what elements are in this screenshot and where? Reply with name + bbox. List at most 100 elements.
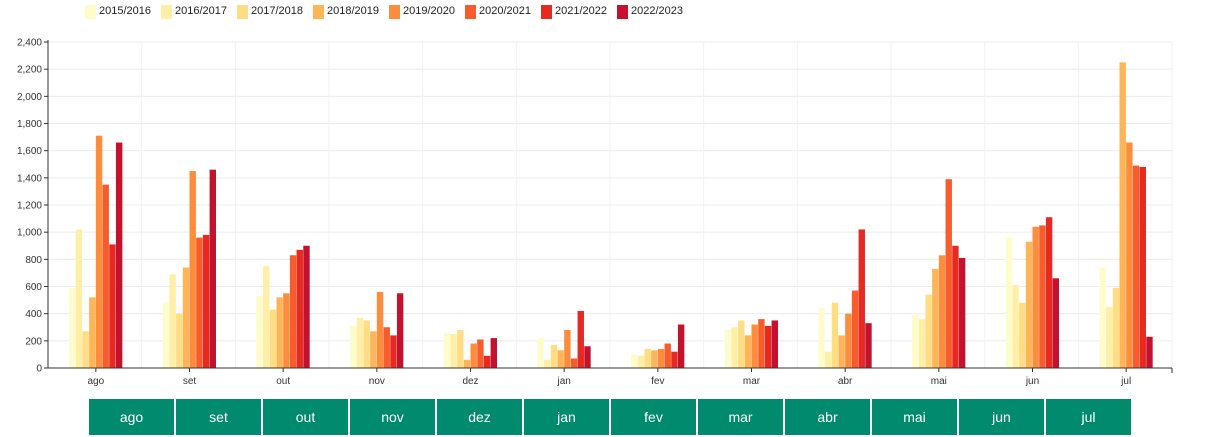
legend-swatch (313, 5, 324, 19)
month-button-out[interactable]: out (263, 399, 348, 435)
y-tick-label: 2,200 (17, 65, 42, 76)
month-button-abr[interactable]: abr (785, 399, 870, 435)
x-tick-label: jun (1025, 376, 1039, 387)
y-tick-label: 1,600 (17, 146, 42, 157)
month-button-fev[interactable]: fev (611, 399, 696, 435)
bar-set-2019-2020 (189, 171, 196, 368)
bar-ago-2019-2020 (95, 135, 103, 368)
bar-out-2016-2017 (263, 266, 270, 368)
month-button-bar: ago set out nov dez jan fev mar abr mai jun jul (89, 399, 1133, 435)
bar-mar-2021-2022 (764, 325, 772, 368)
bar-abr-2020-2021 (851, 290, 859, 368)
bar-mar-2016-2017 (731, 327, 738, 368)
x-tick-label: set (183, 376, 197, 387)
bar-dez-2022-2023 (490, 338, 497, 368)
legend-item[interactable]: 2019/2020 (389, 3, 455, 19)
bar-ago-2020-2021 (102, 184, 109, 368)
bar-abr-2015-2016 (818, 308, 825, 368)
month-button-jun[interactable]: jun (959, 399, 1044, 435)
bar-fev-2018-2019 (651, 350, 658, 368)
bar-dez-2015-2016 (443, 332, 451, 368)
bar-nov-2015-2016 (350, 325, 357, 368)
bar-jan-2017-2018 (550, 344, 558, 368)
month-button-set[interactable]: set (176, 399, 261, 435)
legend-label: 2015/2016 (99, 5, 151, 17)
month-button-mai[interactable]: mai (872, 399, 957, 435)
legend-swatch (541, 5, 552, 19)
bar-dez-2021-2022 (483, 355, 491, 368)
bar-nov-2019-2020 (376, 291, 384, 368)
bar-mar-2022-2023 (771, 320, 778, 368)
bar-dez-2016-2017 (450, 334, 457, 368)
bar-fev-2015-2016 (631, 354, 638, 368)
bar-set-2017-2018 (176, 313, 183, 368)
month-button-mar[interactable]: mar (698, 399, 783, 435)
y-tick-label: 400 (25, 309, 42, 320)
legend-item[interactable]: 2021/2022 (541, 3, 607, 19)
legend-item[interactable]: 2022/2023 (617, 3, 683, 19)
x-tick-label: fev (651, 376, 664, 387)
bar-mai-2019-2020 (938, 255, 946, 368)
legend-label: 2018/2019 (327, 5, 379, 17)
bar-jul-2020-2021 (1132, 165, 1140, 368)
x-tick-label: jan (556, 376, 570, 387)
legend-label: 2022/2023 (631, 5, 683, 17)
legend-swatch (161, 5, 172, 19)
bar-set-2022-2023 (209, 169, 216, 368)
legend-item[interactable]: 2016/2017 (161, 3, 227, 19)
bar-mai-2018-2019 (932, 268, 939, 368)
bar-dez-2017-2018 (457, 329, 464, 368)
x-tick-label: abr (838, 376, 853, 387)
bar-ago-2015-2016 (69, 287, 76, 368)
bar-mai-2016-2017 (918, 319, 926, 368)
month-button-ago[interactable]: ago (89, 399, 174, 435)
bar-jan-2016-2017 (544, 359, 551, 368)
bar-mar-2018-2019 (744, 335, 752, 368)
legend-item[interactable]: 2017/2018 (237, 3, 303, 19)
bar-jan-2018-2019 (557, 350, 564, 368)
bar-mai-2015-2016 (912, 313, 919, 368)
bar-nov-2017-2018 (363, 320, 370, 368)
legend-item[interactable]: 2015/2016 (85, 3, 151, 19)
bar-set-2021-2022 (202, 234, 210, 368)
bar-jun-2018-2019 (1025, 241, 1033, 368)
month-button-jul[interactable]: jul (1046, 399, 1131, 435)
x-tick-label: ago (87, 376, 104, 387)
month-button-dez[interactable]: dez (437, 399, 522, 435)
bar-jun-2019-2020 (1032, 226, 1039, 368)
chart-legend: 2015/2016 2016/2017 2017/2018 2018/2019 2019… (85, 3, 693, 19)
legend-swatch (617, 5, 628, 19)
bar-jun-2020-2021 (1039, 225, 1046, 368)
bar-nov-2016-2017 (356, 317, 364, 368)
bar-out-2019-2020 (283, 293, 290, 368)
bar-jan-2020-2021 (570, 358, 578, 368)
y-tick-label: 1,200 (17, 201, 42, 212)
bar-dez-2018-2019 (463, 359, 471, 368)
bar-jul-2017-2018 (1112, 287, 1120, 368)
bar-mar-2017-2018 (738, 320, 745, 368)
bar-jul-2021-2022 (1139, 166, 1146, 368)
bar-nov-2020-2021 (383, 327, 390, 368)
bar-abr-2018-2019 (838, 335, 845, 368)
bar-ago-2021-2022 (109, 244, 116, 368)
bar-abr-2016-2017 (825, 351, 832, 368)
legend-item[interactable]: 2018/2019 (313, 3, 379, 19)
bar-jan-2015-2016 (537, 338, 544, 368)
bar-mar-2019-2020 (751, 324, 758, 368)
legend-item[interactable]: 2020/2021 (465, 3, 531, 19)
bar-set-2018-2019 (182, 267, 190, 368)
bar-nov-2018-2019 (370, 331, 377, 368)
y-tick-label: 0 (36, 364, 42, 375)
legend-swatch (85, 5, 96, 19)
bar-fev-2017-2018 (644, 348, 651, 368)
y-tick-label: 2,400 (17, 38, 42, 49)
y-tick-label: 2,000 (17, 92, 42, 103)
bar-mar-2015-2016 (724, 329, 732, 368)
bar-fev-2019-2020 (657, 348, 665, 368)
month-button-nov[interactable]: nov (350, 399, 435, 435)
month-button-jan[interactable]: jan (524, 399, 609, 435)
legend-swatch (237, 5, 248, 19)
bar-jan-2022-2023 (584, 346, 591, 368)
bar-mar-2020-2021 (758, 319, 765, 368)
bar-ago-2018-2019 (89, 297, 96, 368)
